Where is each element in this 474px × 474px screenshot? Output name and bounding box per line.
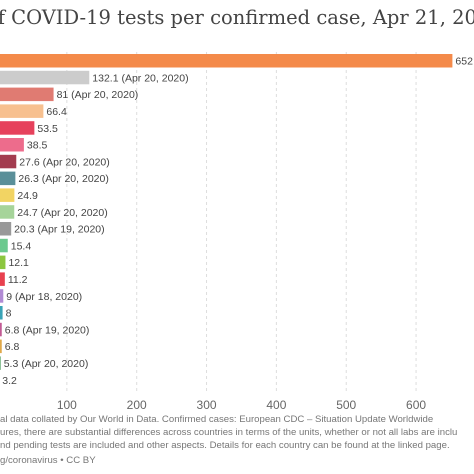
footer-license: g/coronavirus • CC BY	[0, 455, 96, 466]
bar	[0, 87, 54, 102]
bar	[0, 272, 5, 286]
bar-value-label: 9 (Apr 18, 2020)	[6, 291, 82, 303]
bar	[0, 54, 453, 68]
bar-value-label: 26.3 (Apr 20, 2020)	[18, 173, 108, 185]
grid-layer	[66, 52, 417, 392]
bar	[0, 138, 24, 152]
bar-value-label: 15.4	[11, 240, 32, 252]
bar	[0, 188, 15, 202]
footer-note-line-2: nd pending tests are included and other …	[0, 440, 450, 451]
bar-value-label: 5.3 (Apr 20, 2020)	[4, 358, 89, 370]
x-tick-label: 300	[197, 398, 217, 412]
bar-value-label: 53.5	[37, 123, 58, 135]
bar-value-label: 27.6 (Apr 20, 2020)	[19, 156, 109, 168]
bar-value-label: 81 (Apr 20, 2020)	[57, 89, 139, 101]
bar-value-label: 132.1 (Apr 20, 2020)	[92, 72, 188, 84]
bar	[0, 238, 8, 253]
bar	[0, 322, 2, 337]
bar	[0, 70, 90, 85]
x-tick-label: 400	[266, 398, 286, 412]
bar-value-label: 66.4	[46, 106, 67, 118]
bar-value-label: 8	[6, 308, 12, 320]
bars-layer: 652 132.1 (Apr 20, 2020) 81 (Apr 20, 2020)…	[0, 54, 473, 387]
x-tick-label: 200	[127, 398, 147, 412]
bar	[0, 339, 2, 354]
bar-value-label: 6.8 (Apr 19, 2020)	[5, 324, 90, 336]
bar	[0, 121, 35, 135]
chart-title: of COVID-19 tests per confirmed case, Ap…	[0, 6, 474, 29]
x-tick-label: 100	[57, 398, 77, 412]
bar	[0, 104, 44, 118]
bar-value-label: 12.1	[8, 257, 29, 269]
footer-note-line-1: ures, there are substantial differences …	[0, 427, 458, 438]
bar	[0, 356, 1, 370]
bar-value-label: 6.8	[5, 341, 20, 353]
bar-value-label: 3.2	[2, 375, 17, 387]
x-tick-label: 500	[336, 398, 356, 412]
footer-source-line: al data collated by Our World in Data. C…	[0, 414, 434, 425]
bar	[0, 306, 3, 320]
bar	[0, 154, 17, 169]
x-tick-label: 0	[0, 398, 1, 412]
x-tick-label: 600	[406, 398, 426, 412]
x-axis-ticks: 0 100 200 300 400 500 600	[0, 398, 426, 412]
bar-value-label: 11.2	[8, 274, 28, 286]
bar	[0, 171, 16, 186]
bar	[0, 255, 6, 270]
bar-value-label: 38.5	[27, 140, 48, 152]
bar-value-label: 652	[455, 56, 473, 68]
bar-value-label: 20.3 (Apr 19, 2020)	[14, 224, 104, 236]
bar-value-label: 24.9	[17, 190, 38, 202]
bar	[0, 289, 4, 303]
bar	[0, 222, 12, 236]
bar-value-label: 24.7 (Apr 20, 2020)	[17, 207, 107, 219]
bar	[0, 205, 15, 219]
